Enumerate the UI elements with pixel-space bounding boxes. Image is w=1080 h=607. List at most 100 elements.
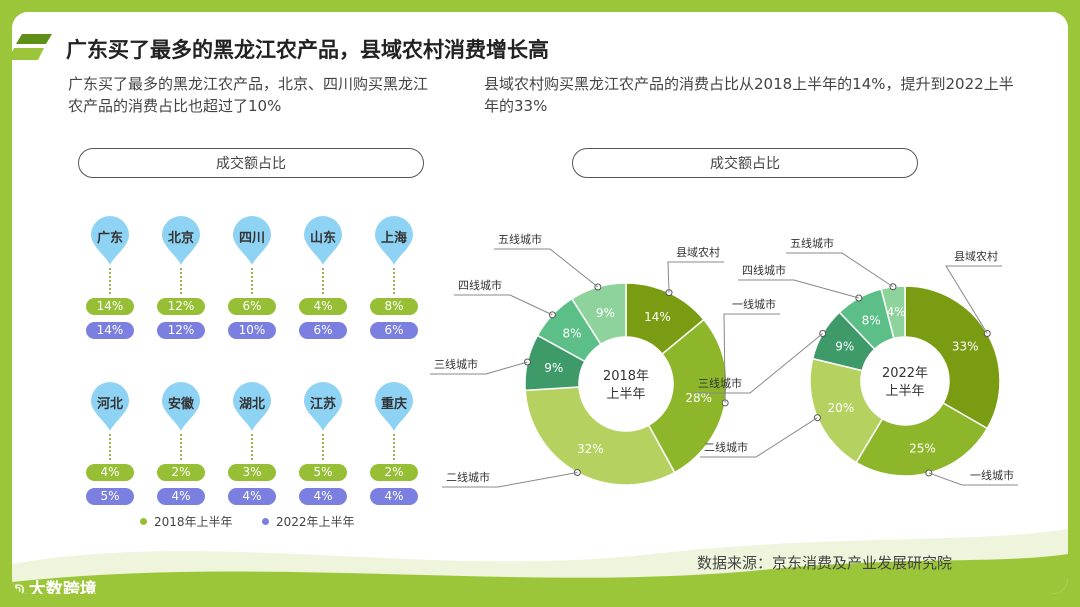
value-badge-2018: 3%	[228, 464, 276, 481]
city-name: 山东	[309, 231, 336, 246]
slice-value-label: 8%	[563, 326, 582, 340]
map-pin-icon	[162, 382, 200, 431]
slice-value-label: 32%	[577, 442, 604, 456]
value-badge-2018: 6%	[228, 298, 276, 315]
map-pin-icon	[91, 216, 129, 265]
city-name: 上海	[380, 231, 407, 246]
value-badge-2022: 4%	[370, 488, 418, 505]
city-item: 重庆 2% 4%	[364, 382, 424, 505]
leader-line	[928, 472, 1018, 486]
left-section-pill: 成交额占比	[78, 148, 424, 178]
page-title: 广东买了最多的黑龙江农产品，县域农村消费增长高	[66, 38, 549, 62]
slice-value-label: 4%	[887, 305, 906, 319]
value-badge-2022: 4%	[299, 488, 347, 505]
city-item: 北京 12% 12%	[151, 216, 211, 339]
donut-slice	[855, 401, 989, 477]
value-badge-2022: 12%	[157, 322, 205, 339]
map-pin-icon	[233, 382, 271, 431]
slice-category-label: 四线城市	[458, 278, 502, 292]
leader-line	[945, 265, 1002, 334]
dotted-connector	[322, 268, 324, 294]
brand-logo: ↁ 大数跨境	[14, 575, 97, 594]
value-badge-2018: 14%	[86, 298, 134, 315]
value-badge-2022: 4%	[157, 488, 205, 505]
city-item: 安徽 2% 4%	[151, 382, 211, 505]
slice-value-label: 28%	[685, 391, 712, 405]
city-name: 四川	[238, 231, 265, 246]
slice-category-label: 三线城市	[434, 357, 478, 371]
map-pin-icon	[304, 216, 342, 265]
value-badge-2018: 8%	[370, 298, 418, 315]
dotted-connector	[393, 268, 395, 294]
legend-2018: 2018年上半年	[140, 513, 233, 530]
donut-center-label: 上半年	[606, 387, 645, 402]
city-name: 北京	[167, 231, 194, 246]
donut-center-label: 上半年	[885, 384, 924, 399]
value-badge-2018: 4%	[86, 464, 134, 481]
value-badge-2022: 14%	[86, 322, 134, 339]
right-section-pill: 成交额占比	[572, 148, 918, 178]
dotted-connector	[251, 434, 253, 460]
legend-2022: 2022年上半年	[262, 513, 355, 530]
title-decoration-icon	[12, 34, 52, 60]
city-name: 重庆	[380, 397, 407, 412]
legend-dot-2018	[140, 518, 147, 525]
map-pin-icon	[304, 382, 342, 431]
donut-slice	[570, 282, 627, 346]
leader-line	[430, 361, 528, 375]
map-pin-icon	[162, 216, 200, 265]
value-badge-2018: 2%	[370, 464, 418, 481]
slice-category-label: 二线城市	[704, 440, 748, 454]
right-description: 县域农村购买黑龙江农产品的消费占比从2018上半年的14%，提升到2022上半年…	[484, 75, 1014, 115]
value-badge-2022: 6%	[299, 322, 347, 339]
map-pin-icon	[91, 382, 129, 431]
donut-center-label: 2022年	[882, 366, 928, 381]
leader-line	[442, 472, 578, 488]
city-item: 广东 14% 14%	[80, 216, 140, 339]
slice-category-label: 一线城市	[732, 297, 776, 311]
left-description: 广东买了最多的黑龙江农产品，北京、四川购买黑龙江农产品的消费占比也超过了10%	[68, 75, 429, 115]
leader-line	[738, 279, 859, 299]
donut-slice	[880, 285, 906, 340]
city-name: 江苏	[309, 397, 336, 412]
leader-line	[694, 333, 824, 394]
donut-center-label: 2018年	[603, 369, 649, 384]
city-item: 四川 6% 10%	[222, 216, 282, 339]
slice-category-label: 四线城市	[742, 263, 786, 277]
city-name: 河北	[96, 397, 123, 412]
city-item: 湖北 3% 4%	[222, 382, 282, 505]
city-name: 广东	[96, 231, 123, 246]
legend-label-2022: 2022年上半年	[276, 515, 355, 529]
map-pin-icon	[375, 216, 413, 265]
slide-card: 广东买了最多的黑龙江农产品，县域农村消费增长高 广东买了最多的黑龙江农产品，北京…	[12, 12, 1068, 594]
slice-value-label: 25%	[909, 441, 936, 455]
slice-category-label: 二线城市	[446, 470, 490, 484]
leader-line	[667, 261, 724, 293]
legend-label-2018: 2018年上半年	[154, 515, 233, 529]
value-badge-2022: 4%	[228, 488, 276, 505]
value-badge-2022: 10%	[228, 322, 276, 339]
slice-value-label: 14%	[644, 310, 671, 324]
slice-category-label: 县域农村	[954, 249, 998, 263]
slice-value-label: 8%	[862, 313, 881, 327]
city-name: 湖北	[238, 397, 265, 412]
leader-line	[494, 248, 599, 288]
slice-value-label: 9%	[596, 306, 615, 320]
data-source: 数据来源：京东消费及产业发展研究院	[696, 554, 952, 572]
city-name: 安徽	[167, 397, 194, 412]
leader-line	[454, 294, 553, 316]
leader-line	[723, 313, 780, 403]
leader-line	[700, 417, 818, 458]
donut-slice	[524, 386, 676, 486]
donut-charts: 14% 县域农村 28% 一线城市 32% 二线城市 9% 三线城市 8% 四线城市 9% 五线城市 2…	[430, 232, 1018, 488]
slice-value-label: 9%	[544, 361, 563, 375]
slice-category-label: 一线城市	[970, 468, 1014, 482]
leader-line	[786, 252, 894, 288]
value-badge-2022: 5%	[86, 488, 134, 505]
legend-dot-2022	[262, 518, 269, 525]
donut-center	[580, 338, 672, 430]
value-badge-2018: 12%	[157, 298, 205, 315]
dotted-connector	[180, 434, 182, 460]
logo-icon: ↁ	[14, 583, 25, 594]
dotted-connector	[322, 434, 324, 460]
